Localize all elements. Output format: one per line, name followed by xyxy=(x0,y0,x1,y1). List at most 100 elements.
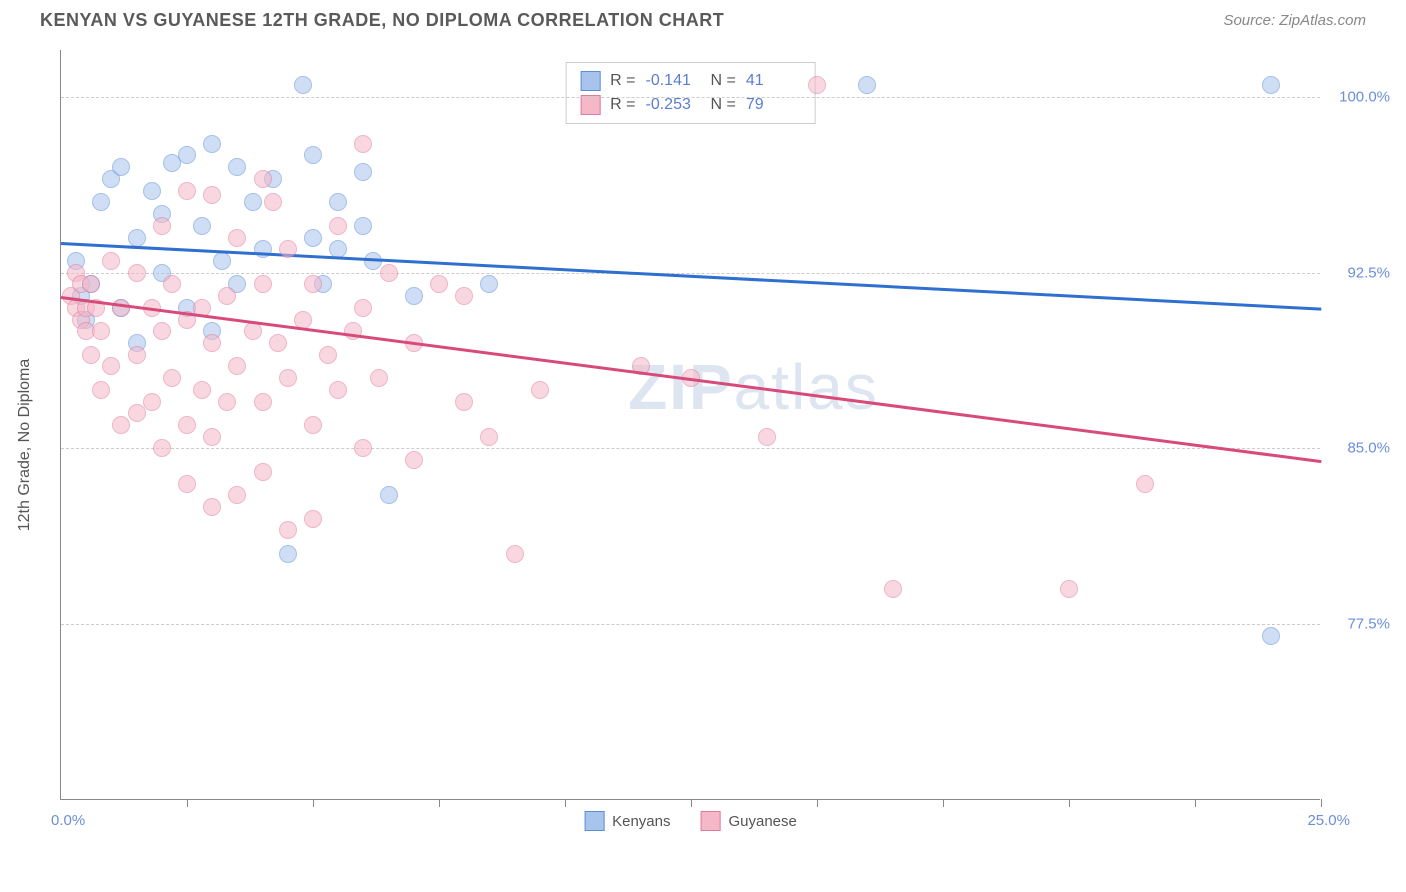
scatter-point xyxy=(279,240,297,258)
legend-item: Guyanese xyxy=(700,811,796,831)
scatter-point xyxy=(178,182,196,200)
scatter-point xyxy=(279,521,297,539)
scatter-point xyxy=(213,252,231,270)
scatter-point xyxy=(1136,475,1154,493)
gridline xyxy=(61,97,1320,98)
scatter-point xyxy=(128,264,146,282)
scatter-point xyxy=(254,275,272,293)
scatter-point xyxy=(244,322,262,340)
scatter-point xyxy=(354,299,372,317)
scatter-point xyxy=(203,498,221,516)
stat-n-value: 41 xyxy=(746,72,801,90)
scatter-point xyxy=(264,193,282,211)
scatter-point xyxy=(405,451,423,469)
scatter-point xyxy=(319,346,337,364)
x-tick xyxy=(1069,799,1070,807)
scatter-point xyxy=(808,76,826,94)
stats-row: R = -0.141 N = 41 xyxy=(580,69,801,93)
y-tick-label: 100.0% xyxy=(1339,88,1390,105)
scatter-point xyxy=(82,275,100,293)
stats-box: R =-0.141N =41R =-0.253N =79 xyxy=(565,62,816,124)
scatter-point xyxy=(112,416,130,434)
stat-n-label: N = xyxy=(711,72,736,90)
scatter-point xyxy=(254,170,272,188)
y-tick-label: 77.5% xyxy=(1347,616,1390,633)
scatter-point xyxy=(455,287,473,305)
scatter-point xyxy=(254,393,272,411)
scatter-point xyxy=(304,229,322,247)
stat-r-label: R = xyxy=(610,72,635,90)
legend-swatch xyxy=(700,811,720,831)
stat-n-value: 79 xyxy=(746,96,801,114)
scatter-point xyxy=(1262,76,1280,94)
trend-line xyxy=(61,242,1321,310)
stat-r-label: R = xyxy=(610,96,635,114)
scatter-point xyxy=(254,240,272,258)
scatter-point xyxy=(228,357,246,375)
legend-label: Guyanese xyxy=(728,813,796,830)
x-tick xyxy=(691,799,692,807)
scatter-point xyxy=(405,287,423,305)
stat-r-value: -0.141 xyxy=(646,72,701,90)
legend-item: Kenyans xyxy=(584,811,670,831)
gridline xyxy=(61,273,1320,274)
scatter-point xyxy=(203,135,221,153)
scatter-point xyxy=(304,510,322,528)
y-axis-title: 12th Grade, No Diploma xyxy=(16,359,34,532)
scatter-point xyxy=(354,217,372,235)
scatter-point xyxy=(143,182,161,200)
gridline xyxy=(61,448,1320,449)
scatter-point xyxy=(153,217,171,235)
scatter-point xyxy=(354,135,372,153)
scatter-point xyxy=(193,217,211,235)
scatter-point xyxy=(354,439,372,457)
scatter-point xyxy=(178,416,196,434)
x-tick xyxy=(1321,799,1322,807)
scatter-point xyxy=(218,287,236,305)
scatter-point xyxy=(163,275,181,293)
y-tick-label: 92.5% xyxy=(1347,264,1390,281)
x-tick xyxy=(187,799,188,807)
scatter-point xyxy=(244,193,262,211)
scatter-point xyxy=(178,475,196,493)
scatter-point xyxy=(102,357,120,375)
chart-container: 12th Grade, No Diploma ZIPatlas R =-0.14… xyxy=(60,50,1380,840)
gridline xyxy=(61,624,1320,625)
scatter-point xyxy=(178,146,196,164)
scatter-point xyxy=(294,76,312,94)
scatter-point xyxy=(203,334,221,352)
trend-line xyxy=(61,296,1321,463)
scatter-point xyxy=(269,334,287,352)
scatter-point xyxy=(92,193,110,211)
scatter-point xyxy=(92,381,110,399)
scatter-point xyxy=(329,217,347,235)
scatter-point xyxy=(329,193,347,211)
legend-label: Kenyans xyxy=(612,813,670,830)
scatter-point xyxy=(153,322,171,340)
scatter-point xyxy=(354,163,372,181)
scatter-point xyxy=(228,229,246,247)
scatter-point xyxy=(112,299,130,317)
scatter-point xyxy=(218,393,236,411)
x-tick xyxy=(943,799,944,807)
scatter-point xyxy=(758,428,776,446)
scatter-point xyxy=(304,416,322,434)
scatter-point xyxy=(279,369,297,387)
stat-r-value: -0.253 xyxy=(646,96,701,114)
scatter-point xyxy=(380,486,398,504)
scatter-point xyxy=(193,381,211,399)
scatter-point xyxy=(228,486,246,504)
scatter-point xyxy=(153,439,171,457)
scatter-point xyxy=(370,369,388,387)
scatter-point xyxy=(143,393,161,411)
scatter-point xyxy=(884,580,902,598)
scatter-point xyxy=(858,76,876,94)
x-tick xyxy=(1195,799,1196,807)
scatter-point xyxy=(203,428,221,446)
scatter-point xyxy=(112,158,130,176)
source-attribution: Source: ZipAtlas.com xyxy=(1223,12,1366,29)
legend: Kenyans Guyanese xyxy=(584,811,797,831)
legend-swatch xyxy=(584,811,604,831)
series-swatch xyxy=(580,71,600,91)
scatter-point xyxy=(329,381,347,399)
